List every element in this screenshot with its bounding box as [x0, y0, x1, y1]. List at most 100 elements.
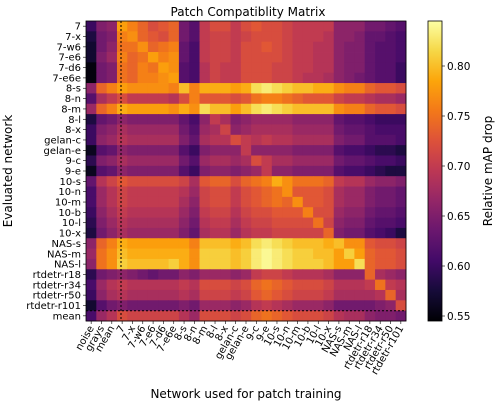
- heatmap-cell: [127, 155, 139, 167]
- heatmap-cell: [189, 310, 200, 322]
- heatmap-cell: [209, 103, 221, 115]
- heatmap-cell: [364, 31, 376, 43]
- heatmap-cell: [251, 62, 262, 74]
- heatmap-cell: [127, 124, 139, 136]
- heatmap-cell: [116, 217, 128, 229]
- heatmap-cell: [271, 114, 283, 125]
- heatmap-cell: [282, 31, 293, 43]
- heatmap-cell: [168, 227, 180, 239]
- heatmap-cell: [333, 186, 345, 198]
- heatmap-cell: [292, 41, 304, 53]
- heatmap-cell: [158, 145, 169, 156]
- heatmap-cell: [199, 31, 211, 43]
- heatmap-cell: [333, 310, 345, 322]
- y-tick-label: 7-e6: [59, 53, 82, 64]
- heatmap-cell: [385, 52, 397, 63]
- heatmap-cell: [323, 134, 335, 146]
- heatmap-cell: [220, 279, 231, 291]
- heatmap-cell: [292, 176, 304, 187]
- heatmap-cell: [189, 258, 200, 270]
- y-tick-label: 7: [75, 22, 81, 33]
- heatmap-cell: [354, 248, 366, 260]
- heatmap-cell: [271, 258, 283, 270]
- heatmap-cell: [137, 310, 149, 322]
- heatmap-cell: [189, 103, 200, 115]
- heatmap-cell: [116, 269, 128, 281]
- heatmap-cell: [261, 52, 273, 63]
- heatmap-cell: [282, 269, 293, 281]
- heatmap-cell: [282, 248, 293, 260]
- heatmap-cell: [271, 310, 283, 322]
- heatmap-cell: [96, 227, 108, 239]
- heatmap-cell: [292, 300, 304, 312]
- heatmap-cell: [323, 93, 335, 105]
- heatmap-cell: [271, 176, 283, 187]
- heatmap-cell: [261, 238, 273, 249]
- heatmap-cell: [292, 124, 304, 136]
- heatmap-cell: [282, 41, 293, 53]
- heatmap-cell: [354, 134, 366, 146]
- heatmap-cell: [313, 207, 324, 218]
- heatmap-cell: [168, 145, 180, 156]
- heatmap-cell: [199, 227, 211, 239]
- heatmap-cell: [261, 114, 273, 125]
- heatmap-cell: [96, 248, 108, 260]
- y-tick-label: mean: [53, 311, 81, 322]
- heatmap-cell: [302, 217, 314, 229]
- heatmap-cell: [302, 114, 314, 125]
- heatmap-cell: [178, 134, 190, 146]
- heatmap-cell: [271, 52, 283, 63]
- heatmap-cell: [147, 93, 159, 105]
- heatmap-cell: [106, 72, 118, 84]
- heatmap-cell: [292, 114, 304, 125]
- heatmap-cell: [375, 279, 386, 291]
- heatmap-cell: [189, 227, 200, 239]
- heatmap-cell: [395, 258, 407, 270]
- heatmap-cell: [240, 124, 252, 136]
- heatmap-cell: [261, 196, 273, 208]
- heatmap-cell: [364, 196, 376, 208]
- heatmap-cell: [344, 248, 355, 260]
- heatmap-cell: [240, 217, 252, 229]
- heatmap-cells: [86, 21, 407, 322]
- heatmap-cell: [395, 83, 407, 94]
- heatmap-cell: [302, 269, 314, 281]
- heatmap-cell: [116, 227, 128, 239]
- heatmap-cell: [354, 217, 366, 229]
- heatmap-cell: [106, 310, 118, 322]
- heatmap-cell: [313, 145, 324, 156]
- heatmap-cell: [261, 155, 273, 167]
- heatmap-cell: [364, 62, 376, 74]
- heatmap-cell: [323, 258, 335, 270]
- heatmap-cell: [220, 134, 231, 146]
- heatmap-cell: [158, 217, 169, 229]
- heatmap-cell: [86, 186, 97, 198]
- heatmap-cell: [209, 83, 221, 94]
- heatmap-cell: [333, 248, 345, 260]
- heatmap-cell: [168, 176, 180, 187]
- heatmap-cell: [251, 21, 262, 32]
- heatmap-cell: [261, 145, 273, 156]
- heatmap-cell: [230, 207, 242, 218]
- heatmap-cell: [86, 176, 97, 187]
- heatmap-cell: [240, 114, 252, 125]
- heatmap-cell: [199, 300, 211, 312]
- heatmap-cell: [271, 155, 283, 167]
- heatmap-cell: [96, 207, 108, 218]
- heatmap-cell: [230, 31, 242, 43]
- heatmap-cell: [86, 310, 97, 322]
- heatmap-cell: [364, 124, 376, 136]
- heatmap-cell: [86, 124, 97, 136]
- y-tick-label: 10-s: [59, 177, 81, 188]
- heatmap-cell: [385, 279, 397, 291]
- heatmap-cell: [137, 155, 149, 167]
- heatmap-cell: [240, 165, 252, 177]
- heatmap-cell: [199, 134, 211, 146]
- heatmap-cell: [147, 62, 159, 74]
- heatmap-cell: [220, 103, 231, 115]
- heatmap-cell: [116, 103, 128, 115]
- heatmap-cell: [199, 103, 211, 115]
- heatmap-cell: [251, 83, 262, 94]
- heatmap-cell: [323, 269, 335, 281]
- heatmap-cell: [178, 72, 190, 84]
